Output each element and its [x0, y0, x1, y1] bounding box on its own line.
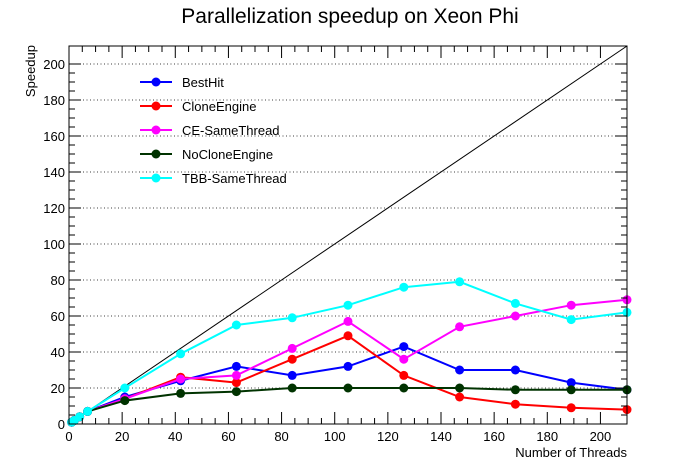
data-point: [566, 403, 576, 413]
legend-label: BestHit: [182, 75, 224, 90]
data-point: [510, 399, 520, 409]
data-point: [566, 300, 576, 310]
data-point: [399, 370, 409, 380]
data-point: [566, 385, 576, 395]
legend-label: CE-SameThread: [182, 123, 280, 138]
x-tick-label: 120: [377, 429, 399, 444]
data-point: [287, 354, 297, 364]
x-tick-label: 20: [115, 429, 129, 444]
legend-marker: [151, 101, 161, 111]
data-point: [455, 322, 465, 332]
data-point: [287, 383, 297, 393]
ideal-diagonal: [68, 45, 628, 425]
y-tick-label: 100: [43, 237, 65, 252]
chart-title: Parallelization speedup on Xeon Phi: [181, 5, 518, 28]
data-point: [231, 320, 241, 330]
data-point: [510, 385, 520, 395]
y-tick-label: 140: [43, 165, 65, 180]
data-point: [231, 370, 241, 380]
legend-item: BestHit: [140, 75, 224, 90]
x-tick-label: 80: [274, 429, 288, 444]
x-tick-label: 140: [430, 429, 452, 444]
legend: BestHit CloneEngine CE-SameThread NoCloneEn…: [140, 75, 287, 186]
data-point: [343, 331, 353, 341]
data-point: [510, 311, 520, 321]
legend-item: CloneEngine: [140, 99, 256, 114]
legend-marker: [151, 149, 161, 159]
y-axis-title: Speedup: [23, 45, 38, 97]
legend-item: CE-SameThread: [140, 123, 280, 138]
series-line: [71, 334, 628, 424]
y-tick-label: 40: [51, 345, 65, 360]
x-tick-label: 60: [221, 429, 235, 444]
y-tick-label: 80: [51, 273, 65, 288]
y-tick-label: 120: [43, 201, 65, 216]
data-point: [343, 300, 353, 310]
series-tbb-samethread: [67, 277, 632, 427]
data-point: [231, 387, 241, 397]
y-tick-label: 60: [51, 309, 65, 324]
data-point: [455, 277, 465, 287]
x-tick-label: 160: [483, 429, 505, 444]
axes: 0 20 40 60 80 100 120 140 160 180 200 0 20 40 60 80 100 1…: [43, 46, 627, 444]
legend-marker: [151, 125, 161, 135]
x-tick-label: 200: [590, 429, 612, 444]
legend-label: CloneEngine: [182, 99, 256, 114]
data-point: [399, 342, 409, 352]
data-point: [343, 316, 353, 326]
y-tick-label: 180: [43, 93, 65, 108]
data-point: [120, 396, 130, 406]
data-point: [399, 383, 409, 393]
y-tick-label: 200: [43, 57, 65, 72]
x-axis-title: Number of Threads: [515, 445, 627, 460]
y-tick-label: 160: [43, 129, 65, 144]
data-point: [287, 370, 297, 380]
data-point: [455, 365, 465, 375]
data-point: [343, 361, 353, 371]
data-point: [455, 392, 465, 402]
series-group: [67, 277, 632, 427]
y-tick-label: 20: [51, 381, 65, 396]
x-tick-label: 100: [324, 429, 346, 444]
legend-marker: [151, 77, 161, 87]
data-point: [510, 298, 520, 308]
legend-label: NoCloneEngine: [182, 147, 273, 162]
data-point: [399, 354, 409, 364]
data-point: [510, 365, 520, 375]
x-tick-label: 180: [536, 429, 558, 444]
data-point: [231, 378, 241, 388]
x-tick-label: 0: [65, 429, 72, 444]
data-point: [566, 378, 576, 388]
data-point: [83, 406, 93, 416]
y-tick-label: 0: [58, 417, 65, 432]
data-point: [399, 282, 409, 292]
legend-label: TBB-SameThread: [182, 171, 287, 186]
data-point: [231, 361, 241, 371]
legend-item: NoCloneEngine: [140, 147, 273, 162]
data-point: [287, 343, 297, 353]
data-point: [343, 383, 353, 393]
legend-marker: [151, 173, 161, 183]
x-tick-label: 40: [168, 429, 182, 444]
data-point: [176, 388, 186, 398]
legend-item: TBB-SameThread: [140, 171, 287, 186]
data-point: [176, 374, 186, 384]
data-point: [566, 315, 576, 325]
data-point: [176, 349, 186, 359]
data-point: [120, 383, 130, 393]
data-point: [455, 383, 465, 393]
data-point: [287, 313, 297, 323]
ideal-speedup-line: [68, 45, 628, 425]
